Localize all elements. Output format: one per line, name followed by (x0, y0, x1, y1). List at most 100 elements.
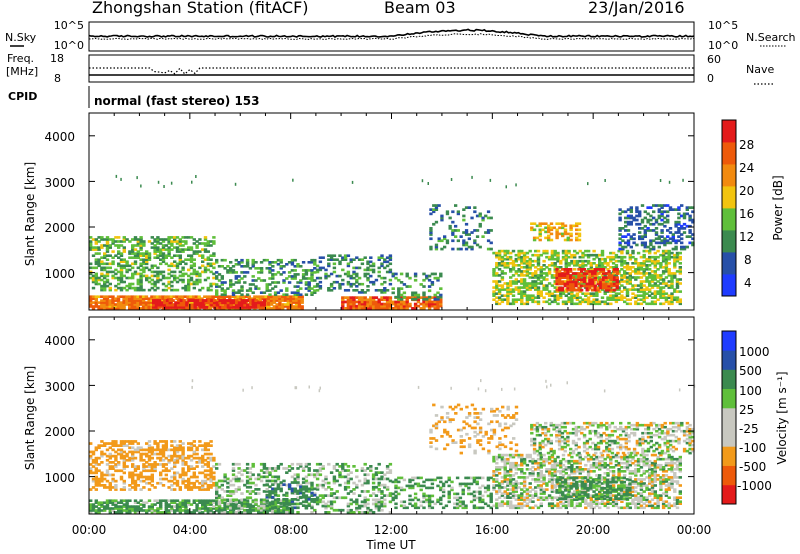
heatmap-cell (187, 499, 191, 502)
heatmap-cell (517, 268, 521, 271)
heatmap-cell (385, 488, 390, 491)
heatmap-cell (139, 282, 143, 286)
heatmap-cell (430, 272, 435, 276)
heatmap-cell (261, 295, 265, 298)
heatmap-cell (234, 500, 238, 504)
heatmap-cell (538, 230, 542, 234)
heatmap-cell (136, 272, 140, 276)
heatmap-cell (210, 299, 214, 302)
heatmap-cell (547, 294, 552, 297)
heatmap-cell (545, 272, 549, 275)
heatmap-cell (578, 296, 582, 299)
heatmap-cell (275, 303, 279, 306)
heatmap-cell (208, 307, 213, 310)
heatmap-cell (677, 231, 681, 234)
heatmap-cell (436, 304, 440, 308)
heatmap-cell (338, 285, 342, 288)
heatmap-cell (170, 488, 174, 491)
heatmap-cell (100, 477, 104, 481)
heatmap-cell (117, 469, 121, 473)
heatmap-cell (688, 214, 692, 218)
heatmap-cell (670, 251, 674, 255)
heatmap-cell (159, 440, 163, 443)
heatmap-cell (221, 299, 225, 302)
heatmap-cell (212, 282, 216, 286)
heatmap-cell (239, 297, 243, 300)
heatmap-cell (245, 496, 250, 500)
heatmap-cell (167, 448, 171, 452)
heatmap-cell (663, 239, 667, 243)
heatmap-cell (659, 276, 663, 279)
heatmap-cell (349, 300, 353, 304)
heatmap-cell (203, 475, 208, 479)
heatmap-cell (181, 450, 185, 454)
nsky-tick-high: 10^5 (54, 19, 84, 32)
heatmap-cell (290, 261, 295, 264)
heatmap-cell (201, 461, 205, 464)
heatmap-cell (206, 258, 210, 261)
heatmap-cell (153, 282, 157, 286)
heatmap-cell (577, 282, 581, 286)
heatmap-cell (374, 296, 379, 299)
heatmap-cell (201, 448, 205, 452)
heatmap-cell (279, 499, 283, 502)
heatmap-cell (427, 278, 432, 282)
heatmap-cell (657, 241, 661, 245)
heatmap-cell (293, 291, 297, 294)
heatmap-cell (245, 511, 250, 514)
heatmap-cell (223, 281, 227, 284)
heatmap-cell (369, 494, 373, 497)
heatmap-cell (617, 292, 621, 295)
heatmap-cell (338, 483, 342, 487)
heatmap-cell (173, 463, 177, 466)
heatmap-cell (366, 467, 370, 470)
heatmap-cell (192, 242, 196, 245)
heatmap-cell (108, 238, 112, 241)
heatmap-cell (332, 481, 337, 485)
heatmap-cell (234, 503, 238, 506)
heatmap-cell (103, 477, 107, 481)
heatmap-cell (150, 452, 154, 456)
heatmap-cell (486, 216, 491, 220)
heatmap-cell (122, 305, 126, 308)
heatmap-cell (625, 288, 630, 291)
heatmap-cell (564, 255, 568, 259)
heatmap-cell (164, 276, 168, 280)
heatmap-cell (433, 300, 437, 304)
heatmap-cell (454, 229, 458, 232)
heatmap-cell (545, 274, 549, 277)
heatmap-cell (281, 297, 285, 300)
heatmap-cell (307, 473, 311, 477)
heatmap-cell (272, 305, 277, 308)
heatmap-cell (248, 299, 253, 302)
heatmap-cell (539, 274, 543, 277)
heatmap-cell (555, 276, 559, 279)
heatmap-cell (434, 243, 439, 247)
heatmap-cell (607, 286, 611, 290)
heatmap-cell (615, 284, 619, 288)
heatmap-cell (265, 258, 269, 262)
heatmap-cell (584, 249, 588, 253)
heatmap-cell (661, 286, 666, 289)
heatmap-cell (182, 299, 186, 302)
heatmap-cell (100, 272, 104, 276)
heatmap-cell (383, 296, 387, 299)
heatmap-cell (427, 300, 432, 304)
heatmap-cell (660, 206, 664, 209)
heatmap-cell (538, 234, 542, 238)
heatmap-cell (497, 298, 502, 301)
heatmap-cell (380, 477, 384, 481)
heatmap-cell (536, 294, 541, 297)
heatmap-cell (197, 295, 201, 298)
heatmap-cell (178, 274, 182, 278)
heatmap-cell (646, 206, 650, 209)
heatmap-cell (355, 266, 359, 270)
heatmap-cell (636, 268, 641, 271)
heatmap-cell (170, 242, 174, 245)
heatmap-cell (570, 302, 574, 306)
heatmap-cell (268, 505, 272, 508)
heatmap-cell (212, 481, 216, 485)
heatmap-cell (108, 254, 112, 257)
heatmap-cell (89, 236, 93, 239)
heatmap-cell (646, 227, 650, 230)
